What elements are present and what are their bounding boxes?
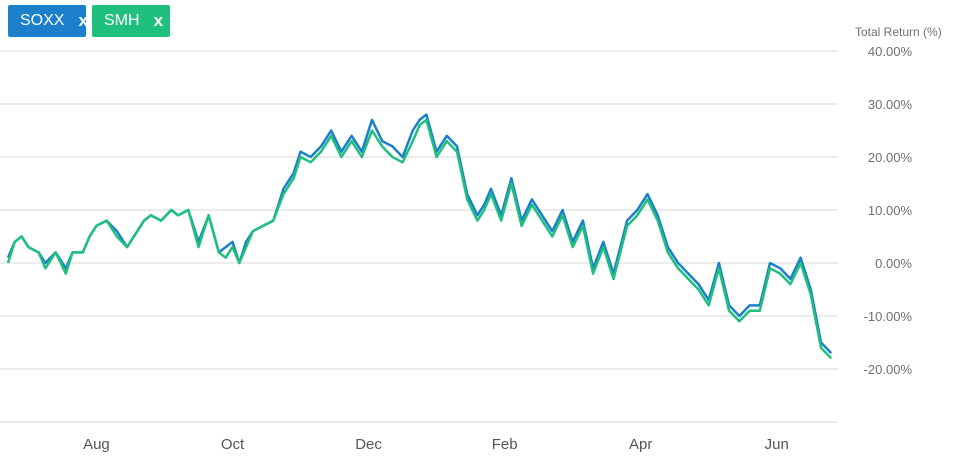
y-tick-label: 30.00%	[868, 97, 913, 112]
x-tick-label: Aug	[83, 436, 110, 453]
y-tick-label: -20.00%	[864, 362, 913, 377]
grid-lines	[0, 50, 838, 423]
series-lines	[6, 113, 833, 360]
x-tick-label: Oct	[221, 436, 245, 453]
x-axis-ticks: Aug Oct Dec Feb Apr Jun	[83, 436, 789, 453]
legend-tag-soxx-label: SOXX	[20, 12, 65, 29]
close-icon[interactable]: x	[153, 11, 164, 30]
x-tick-label: Dec	[355, 436, 382, 453]
legend-tag-smh[interactable]: SMH x	[92, 5, 170, 37]
x-tick-label: Feb	[492, 436, 518, 453]
y-tick-label: 20.00%	[868, 150, 913, 165]
y-tick-label: 0.00%	[875, 256, 912, 271]
x-tick-label: Apr	[629, 436, 652, 453]
y-axis-title: Total Return (%)	[855, 25, 942, 39]
series-line-soxx	[6, 113, 833, 354]
y-tick-label: 40.00%	[868, 44, 913, 59]
y-tick-label: -10.00%	[864, 309, 913, 324]
series-line-smh	[6, 118, 833, 360]
legend-tag-smh-label: SMH	[104, 12, 140, 29]
legend-tags: SOXX x SMH x	[8, 5, 170, 37]
close-icon[interactable]: x	[78, 11, 88, 30]
legend-tag-soxx[interactable]: SOXX x	[8, 5, 88, 37]
x-tick-label: Jun	[765, 436, 789, 453]
y-axis-ticks: 40.00% 30.00% 20.00% 10.00% 0.00% -10.00% -20.…	[864, 44, 913, 377]
y-tick-label: 10.00%	[868, 203, 913, 218]
